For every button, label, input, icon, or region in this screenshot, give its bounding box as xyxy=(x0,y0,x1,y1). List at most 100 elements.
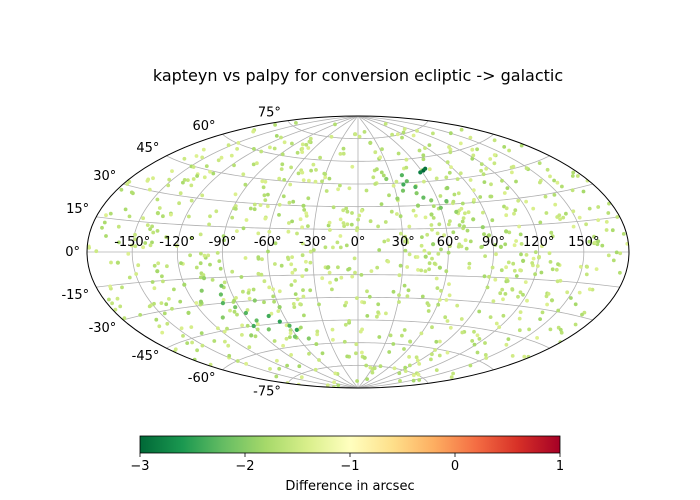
scatter-point xyxy=(513,208,518,213)
scatter-point xyxy=(458,141,463,146)
scatter-point xyxy=(320,351,325,356)
scatter-point xyxy=(505,279,510,283)
scatter-point xyxy=(402,328,407,332)
scatter-point xyxy=(243,182,248,187)
scatter-point xyxy=(233,305,238,310)
scatter-point xyxy=(500,178,504,183)
scatter-point xyxy=(479,168,483,173)
scatter-point xyxy=(486,233,492,238)
lat-tick-label: -75° xyxy=(253,384,281,399)
scatter-point xyxy=(233,192,238,197)
scatter-point xyxy=(277,366,282,371)
scatter-point xyxy=(517,316,522,321)
scatter-point xyxy=(133,232,137,237)
scatter-point xyxy=(320,179,324,184)
scatter-point xyxy=(268,367,272,371)
scatter-point xyxy=(216,326,220,331)
scatter-point xyxy=(339,275,344,280)
scatter-point xyxy=(308,249,313,254)
scatter-point xyxy=(390,132,394,137)
scatter-point xyxy=(260,257,264,262)
colorbar-tick-label: 1 xyxy=(556,459,564,474)
scatter-point xyxy=(276,309,281,313)
scatter-point xyxy=(300,142,305,147)
scatter-point xyxy=(448,219,452,224)
scatter-point xyxy=(202,175,207,180)
scatter-point xyxy=(245,308,250,312)
scatter-point xyxy=(364,363,369,368)
scatter-point xyxy=(502,191,507,195)
scatter-point xyxy=(268,145,272,150)
plot-boundary xyxy=(86,115,630,389)
scatter-point xyxy=(403,234,407,239)
lon-tick-label: 60° xyxy=(437,235,460,250)
scatter-point xyxy=(448,150,453,155)
scatter-point xyxy=(500,287,505,292)
scatter-point xyxy=(295,150,300,155)
scatter-point xyxy=(344,206,349,211)
scatter-point xyxy=(198,299,203,304)
scatter-point xyxy=(531,256,536,261)
scatter-point xyxy=(524,166,529,171)
scatter-point xyxy=(273,262,277,266)
scatter-point xyxy=(420,294,425,299)
scatter-point xyxy=(181,334,185,338)
scatter-point xyxy=(506,260,511,265)
parallel-line xyxy=(166,155,550,185)
scatter-point xyxy=(379,202,384,207)
scatter-point xyxy=(392,366,397,371)
scatter-point xyxy=(466,210,471,215)
scatter-point xyxy=(304,259,308,264)
scatter-point xyxy=(464,246,469,251)
scatter-point xyxy=(345,354,350,359)
scatter-point xyxy=(148,243,153,248)
scatter-point xyxy=(416,372,421,377)
scatter-point xyxy=(223,339,227,344)
scatter-point xyxy=(355,379,359,383)
parallel-line xyxy=(222,342,494,371)
scatter-point xyxy=(525,298,529,303)
scatter-point xyxy=(606,211,611,215)
scatter-point xyxy=(199,331,204,335)
scatter-point xyxy=(556,308,561,313)
scatter-point xyxy=(558,217,562,222)
scatter-point xyxy=(380,147,384,152)
scatter-point xyxy=(235,147,240,151)
scatter-point xyxy=(577,290,582,295)
scatter-point xyxy=(596,239,601,244)
parallel-line xyxy=(222,133,494,162)
scatter-point xyxy=(468,239,473,244)
scatter-point xyxy=(477,309,482,314)
scatter-point xyxy=(328,228,332,232)
scatter-point xyxy=(306,196,311,201)
scatter-point xyxy=(255,161,259,166)
scatter-point xyxy=(483,254,487,258)
scatter-point xyxy=(266,249,270,254)
colorbar: −3 −2 −1 0 1 Difference in arcsec xyxy=(130,435,564,494)
scatter-point xyxy=(292,305,297,309)
scatter-point xyxy=(315,329,320,334)
scatter-point xyxy=(157,206,162,210)
scatter-point xyxy=(487,274,491,279)
lon-tick-label: -150° xyxy=(114,235,150,250)
scatter-point xyxy=(472,329,476,334)
scatter-point xyxy=(271,294,276,299)
scatter-point xyxy=(377,248,382,252)
scatter-point xyxy=(294,121,298,125)
scatter-point xyxy=(298,217,303,222)
scatter-point xyxy=(170,169,174,174)
scatter-point xyxy=(331,337,335,342)
scatter-point xyxy=(334,277,339,282)
scatter-point xyxy=(148,227,153,232)
scatter-point xyxy=(368,219,373,224)
scatter-point xyxy=(248,206,253,211)
scatter-point xyxy=(167,177,172,182)
scatter-point xyxy=(263,179,268,184)
scatter-point xyxy=(518,268,522,273)
scatter-point xyxy=(288,331,293,335)
scatter-point xyxy=(565,290,570,295)
scatter-point xyxy=(353,270,357,275)
scatter-point xyxy=(302,208,307,212)
scatter-point xyxy=(300,274,305,278)
scatter-point xyxy=(221,298,226,302)
